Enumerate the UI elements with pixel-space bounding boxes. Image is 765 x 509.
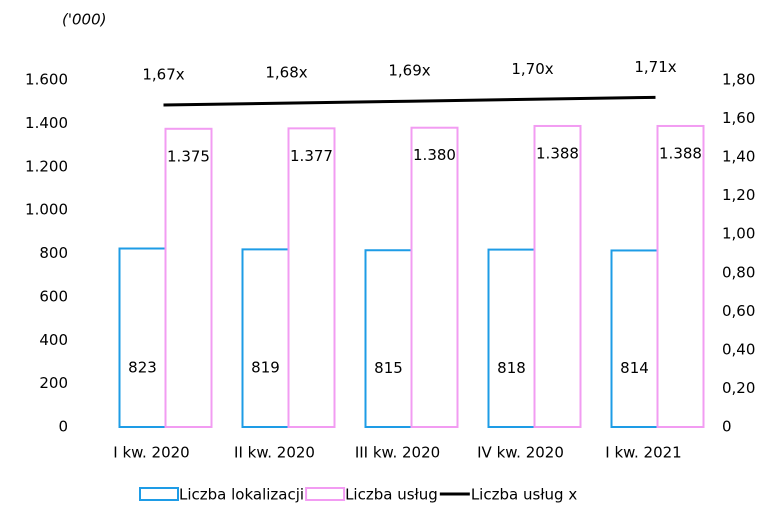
legend-label: Liczba usług (345, 486, 438, 504)
legend-label: Liczba usług x (471, 486, 578, 504)
unit-label: ('000) (62, 11, 106, 29)
bar (410, 126, 459, 429)
y2-tick-label: 1,40 (722, 148, 755, 166)
y-tick-label: 800 (39, 244, 68, 262)
data-label: 819 (251, 359, 280, 377)
y2-tick-label: 1,60 (722, 109, 755, 127)
y2-tick-label: 0,60 (722, 302, 755, 320)
y2-tick-label: 1,80 (722, 71, 755, 89)
bar (241, 248, 290, 428)
data-label: 1,68x (265, 64, 307, 82)
y-tick-label: 1.000 (25, 201, 68, 219)
y2-tick-label: 1,00 (722, 225, 755, 243)
bar (656, 124, 705, 428)
y2-tick-label: 0,40 (722, 340, 755, 358)
data-label: 1.380 (413, 146, 456, 164)
bar (364, 249, 413, 428)
data-label: 1,67x (142, 66, 184, 84)
x-tick-label: I kw. 2021 (605, 444, 681, 462)
line (163, 95, 656, 107)
bar (533, 124, 582, 428)
y-tick-label: 600 (39, 287, 68, 305)
bar (487, 248, 536, 428)
legend-swatch (139, 487, 179, 501)
y-tick-label: 400 (39, 331, 68, 349)
data-label: 1.375 (167, 147, 210, 165)
y2-tick-label: 0 (722, 418, 732, 436)
bar (287, 127, 336, 428)
y-tick-label: 1.200 (25, 157, 68, 175)
data-label: 1,70x (511, 60, 553, 78)
bar (118, 247, 167, 428)
y-tick-label: 200 (39, 374, 68, 392)
y-tick-label: 1.600 (25, 71, 68, 89)
x-tick-label: III kw. 2020 (355, 444, 440, 462)
x-tick-label: II kw. 2020 (234, 444, 315, 462)
data-label: 815 (374, 359, 403, 377)
data-label: 1.388 (659, 144, 702, 162)
data-label: 1.377 (290, 147, 333, 165)
y-tick-label: 1.400 (25, 114, 68, 132)
data-label: 1,69x (388, 62, 430, 80)
data-label: 823 (128, 358, 157, 376)
data-label: 1,71x (634, 58, 676, 76)
data-label: 818 (497, 359, 526, 377)
bar (164, 127, 213, 428)
y2-tick-label: 1,20 (722, 186, 755, 204)
x-tick-label: I kw. 2020 (113, 444, 189, 462)
bar (610, 249, 659, 428)
legend-swatch (305, 487, 346, 501)
y2-tick-label: 0,80 (722, 263, 755, 281)
y-tick-label: 0 (58, 418, 68, 436)
y2-tick-label: 0,20 (722, 379, 755, 397)
data-label: 1.388 (536, 144, 579, 162)
x-tick-label: IV kw. 2020 (477, 444, 564, 462)
data-label: 814 (620, 359, 649, 377)
legend-label: Liczba lokalizacji (179, 486, 304, 504)
